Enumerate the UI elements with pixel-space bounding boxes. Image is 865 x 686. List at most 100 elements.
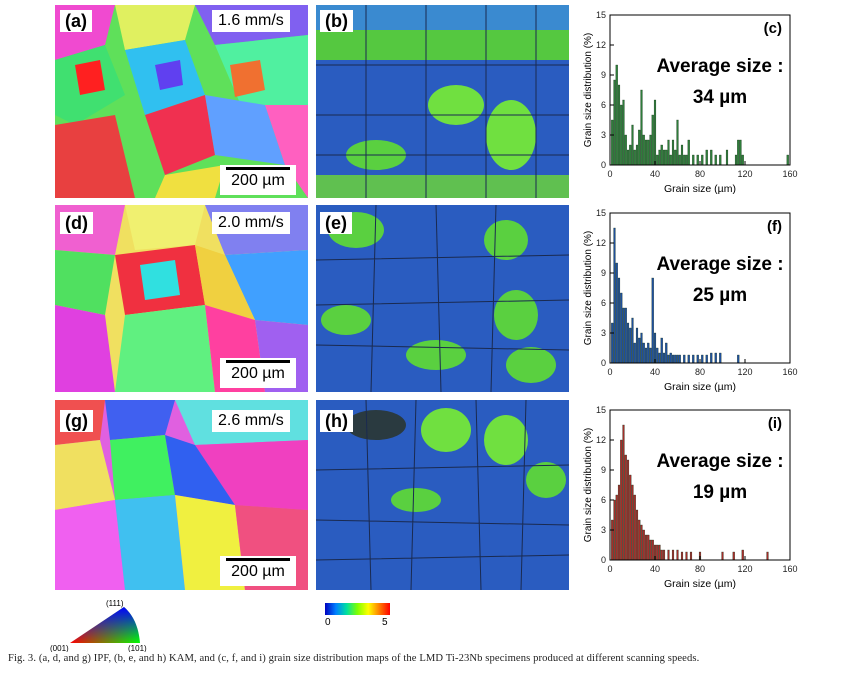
histogram-bar <box>642 342 645 364</box>
histogram-bar <box>651 277 654 364</box>
histogram-bar <box>739 139 742 166</box>
average-size-label: Average size : <box>656 451 783 472</box>
scalebar-a: 200 µm <box>220 165 296 195</box>
histogram-bar <box>644 347 648 364</box>
histogram-bar <box>647 342 650 364</box>
histogram-bar <box>638 337 641 364</box>
histogram-bar <box>692 154 695 166</box>
scalebar-label: 200 µm <box>231 172 285 189</box>
ipf-legend: (111) (001) (101) <box>50 597 160 653</box>
x-tick-label: 40 <box>650 564 660 574</box>
y-tick-label: 3 <box>601 328 606 338</box>
histogram-bar <box>685 551 688 561</box>
kam-colorbar-max: 5 <box>382 617 388 628</box>
histogram-bar <box>671 354 675 364</box>
y-tick-label: 9 <box>601 465 606 475</box>
histogram-bar <box>721 551 724 561</box>
scalebar-line <box>226 167 290 170</box>
y-tick-label: 12 <box>596 238 606 248</box>
x-tick-label: 120 <box>737 564 752 574</box>
histogram-bar <box>662 149 666 166</box>
histogram-bar <box>635 144 639 166</box>
average-size-label: Average size : <box>656 56 783 77</box>
histogram-bar <box>622 424 625 561</box>
histogram-bar <box>644 534 648 561</box>
x-tick-label: 0 <box>607 564 612 574</box>
y-tick-label: 0 <box>601 358 606 368</box>
histogram-bar <box>737 139 740 166</box>
histogram-bar <box>647 139 650 166</box>
histogram-bar <box>631 317 634 364</box>
histogram-bar <box>689 551 693 561</box>
histogram-bar <box>710 352 713 364</box>
histogram-bar <box>665 342 668 364</box>
histogram-bar <box>613 79 616 166</box>
histogram-bar <box>705 354 708 364</box>
ipf-map-a <box>55 5 308 198</box>
histogram-bar <box>635 327 639 364</box>
ipf-map-d <box>55 205 308 392</box>
histogram-bar <box>640 524 643 561</box>
histogram-bar <box>705 149 708 166</box>
histogram-bar <box>656 544 659 561</box>
histogram-bar <box>692 354 695 364</box>
histogram-bar <box>626 322 630 364</box>
y-tick-label: 3 <box>601 130 606 140</box>
histogram-bar <box>617 277 621 364</box>
histogram-bar <box>687 354 690 364</box>
histogram-bar <box>701 354 704 364</box>
histogram-bar <box>725 149 729 166</box>
kam-map-h-texture <box>316 400 569 590</box>
kam-colorbar <box>325 603 390 615</box>
histogram-bar <box>687 139 690 166</box>
panel-label-g: (g) <box>60 410 93 432</box>
y-axis-label: Grain size distribution (%) <box>583 231 594 345</box>
histogram-bar <box>671 139 675 166</box>
histogram-bar <box>640 332 643 364</box>
x-tick-label: 160 <box>782 367 797 377</box>
kam-map-b-texture <box>316 5 569 198</box>
histogram-bar <box>629 327 632 364</box>
histogram-bar <box>653 332 657 364</box>
ipf-map-d-grains <box>55 205 308 392</box>
histogram-bar <box>640 89 643 166</box>
histogram-bar <box>647 534 650 561</box>
histogram-bar <box>651 114 654 166</box>
histogram-bar <box>626 149 630 166</box>
histogram-bar <box>660 144 663 166</box>
histogram-bar <box>662 549 666 561</box>
histogram-bar <box>674 149 677 166</box>
scalebar-label: 200 µm <box>231 365 285 382</box>
histogram-bar <box>615 494 618 561</box>
histogram-bar <box>658 352 661 364</box>
histogram-bar <box>714 154 717 166</box>
kam-map-e <box>316 205 569 392</box>
histogram-bar <box>669 154 672 166</box>
speed-label-a: 1.6 mm/s <box>212 10 290 32</box>
histogram-bar <box>671 549 675 561</box>
x-axis-label: Grain size (µm) <box>664 578 736 590</box>
histogram-bar <box>696 354 699 364</box>
histogram-bar <box>683 154 686 166</box>
y-tick-label: 3 <box>601 525 606 535</box>
histogram-f: 0 40 80 120 160 0 3 6 9 12 15 Grain size (µm) Grain … <box>583 208 798 393</box>
average-size-value: 34 µm <box>693 87 747 108</box>
histogram-bar <box>766 551 769 561</box>
histogram-bar <box>611 322 614 364</box>
histogram-bar <box>626 459 630 561</box>
histogram-bar <box>649 134 652 166</box>
histogram-bar <box>678 154 681 166</box>
histogram-bar <box>617 484 621 561</box>
x-tick-label: 80 <box>695 367 705 377</box>
histogram-bar <box>658 149 661 166</box>
panel-label: (i) <box>768 415 782 432</box>
histogram-bar <box>611 519 614 561</box>
y-tick-label: 9 <box>601 70 606 80</box>
x-tick-label: 80 <box>695 564 705 574</box>
histogram-bar <box>786 154 789 166</box>
x-tick-label: 120 <box>737 367 752 377</box>
x-axis-label: Grain size (µm) <box>664 381 736 393</box>
y-tick-label: 6 <box>601 495 606 505</box>
kam-colorbar-min: 0 <box>325 617 331 628</box>
histogram-bar <box>615 64 618 166</box>
